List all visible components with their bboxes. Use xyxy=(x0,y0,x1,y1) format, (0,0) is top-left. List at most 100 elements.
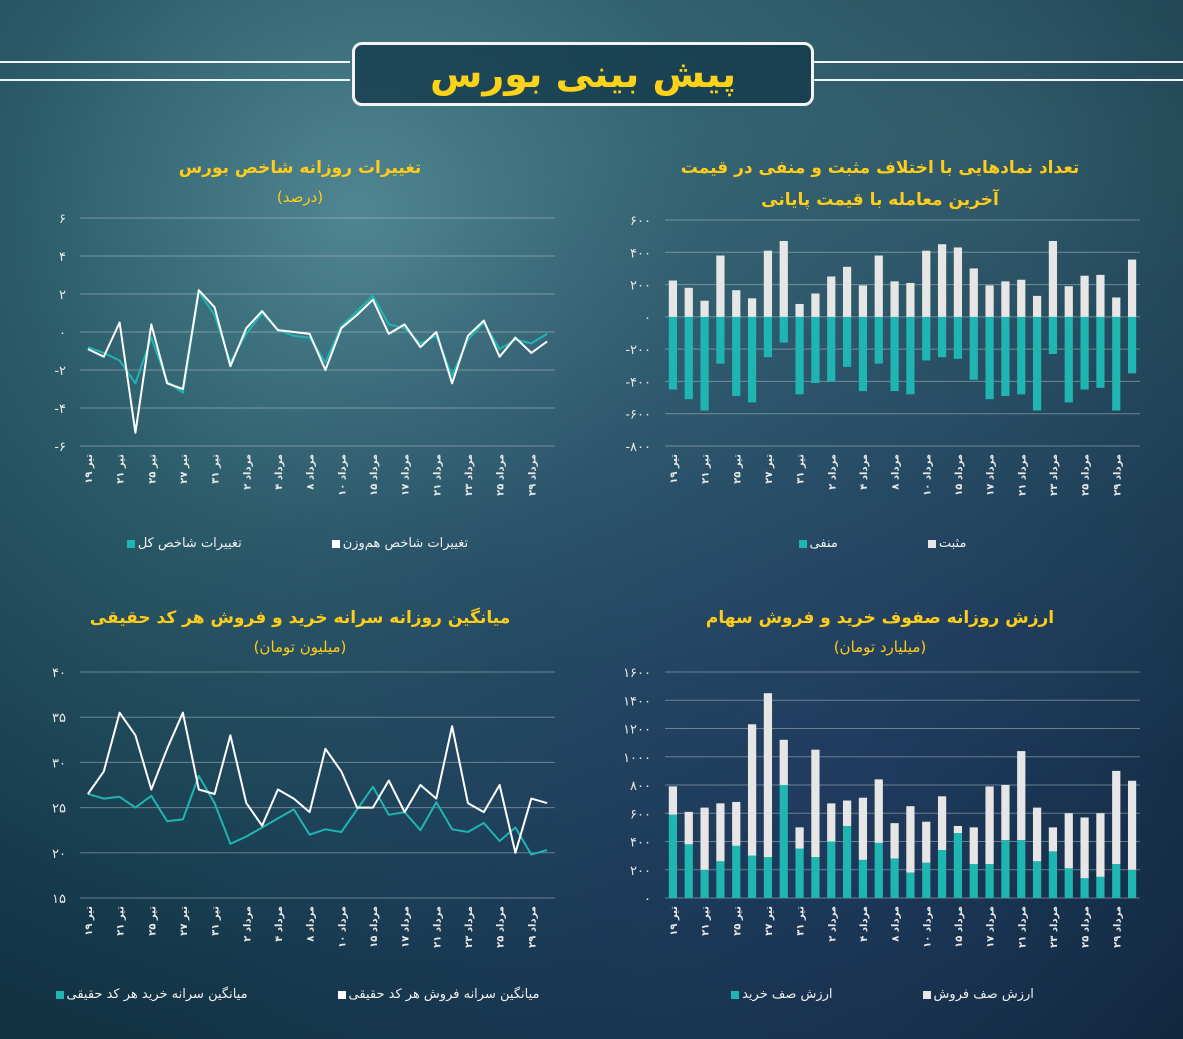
chart-subtitle: (درصد) xyxy=(276,188,324,206)
y-tick-label: -۲ xyxy=(54,364,66,379)
legend: تغییرات شاخص کل تغییرات شاخص هم‌وزن xyxy=(40,536,555,551)
bar xyxy=(1080,878,1089,898)
legend-swatch xyxy=(731,990,740,999)
bar xyxy=(1017,751,1026,841)
x-tick-label: ۱۰ مرداد xyxy=(337,454,348,496)
bar xyxy=(1032,807,1042,862)
bar xyxy=(1032,861,1042,898)
bar xyxy=(858,797,868,860)
bar xyxy=(716,803,725,862)
bar xyxy=(1112,316,1121,411)
bar xyxy=(1001,281,1010,317)
y-tick-label: ۴۰۰ xyxy=(630,836,651,851)
y-tick-label: ۳۵ xyxy=(52,711,66,726)
bar xyxy=(1127,869,1137,898)
bar xyxy=(732,801,741,846)
chart-title: تغییرات روزانه شاخص بورس xyxy=(178,158,422,178)
y-tick-label: ۸۰۰ xyxy=(630,779,651,794)
y-tick-label: ۲ xyxy=(59,288,66,303)
x-tick-label: ۲۱ تیر xyxy=(116,906,127,936)
x-tick-label: ۲۵ تیر xyxy=(732,906,743,936)
chart-subtitle: (میلیارد تومان) xyxy=(833,638,927,656)
x-tick-label: ۱۷ مرداد xyxy=(401,906,412,948)
x-tick-label: ۲۱ مرداد xyxy=(432,454,443,496)
x-tick-label: ۲۱ تیر xyxy=(701,906,712,936)
bar xyxy=(1048,851,1058,898)
x-tick-label: ۸ مرداد xyxy=(891,454,902,490)
x-tick-label: ۲۳ مرداد xyxy=(1049,454,1060,496)
y-tick-label: ۲۰ xyxy=(52,847,66,862)
y-tick-label: ۴۰ xyxy=(52,666,66,681)
y-tick-label: ۰ xyxy=(59,326,66,341)
y-tick-label: -۴ xyxy=(54,402,66,417)
legend: منفی مثبت xyxy=(625,536,1140,551)
bar xyxy=(985,316,994,400)
x-tick-label: ۱۷ مرداد xyxy=(986,906,997,948)
y-tick-label: ۰ xyxy=(644,892,651,907)
page-title: پیش بینی بورس xyxy=(352,42,814,106)
y-tick-label: -۶ xyxy=(54,440,66,455)
y-tick-label: -۸۰۰ xyxy=(625,440,651,455)
bar xyxy=(937,796,947,850)
y-tick-label: ۶۰۰ xyxy=(630,214,651,229)
bar xyxy=(858,285,868,317)
x-tick-label: ۲۷ تیر xyxy=(764,906,775,936)
x-tick-label: ۲۵ تیر xyxy=(147,454,158,484)
x-tick-label: ۲۱ مرداد xyxy=(1017,454,1028,496)
legend-item: ارزش صف فروش xyxy=(922,987,1034,1002)
legend-swatch xyxy=(331,539,340,548)
bar xyxy=(1112,864,1121,898)
bar xyxy=(1127,780,1137,870)
x-tick-label: ۲۵ تیر xyxy=(732,454,743,484)
bar xyxy=(1064,868,1073,898)
x-tick-label: ۲ مرداد xyxy=(242,906,253,942)
bar xyxy=(747,855,757,898)
x-tick-label: ۱۵ مرداد xyxy=(369,454,380,496)
y-tick-label: ۲۰۰ xyxy=(630,864,651,879)
y-tick-label: ۱۰۰۰ xyxy=(623,751,651,766)
bar xyxy=(969,316,978,380)
y-tick-label: ۲۰۰ xyxy=(630,279,651,294)
x-tick-label: ۴ مرداد xyxy=(859,906,870,942)
x-tick-label: ۲۱ مرداد xyxy=(1017,906,1028,948)
x-tick-label: ۲ مرداد xyxy=(242,454,253,490)
x-tick-label: ۴ مرداد xyxy=(274,906,285,942)
legend: ارزش صف خرید ارزش صف فروش xyxy=(625,987,1140,1002)
bar xyxy=(1096,316,1105,388)
bar xyxy=(922,821,931,863)
x-tick-label: ۲۳ مرداد xyxy=(464,906,475,948)
legend-label: میانگین سرانه فروش هر کد حقیقی xyxy=(348,987,540,1002)
legend-swatch xyxy=(126,539,135,548)
legend-item: میانگین سرانه فروش هر کد حقیقی xyxy=(337,987,540,1002)
bar xyxy=(763,857,773,898)
y-tick-label: ۱۴۰۰ xyxy=(623,694,651,709)
bar xyxy=(779,240,788,317)
bar xyxy=(906,316,915,395)
bar xyxy=(732,316,741,396)
x-tick-label: ۳۱ تیر xyxy=(211,906,222,936)
bar xyxy=(668,280,678,317)
x-tick-label: ۲۵ تیر xyxy=(147,906,158,936)
bar xyxy=(668,814,678,898)
x-tick-label: ۱۹ تیر xyxy=(84,906,95,936)
bar xyxy=(858,316,868,392)
bar xyxy=(1048,316,1058,354)
bar xyxy=(811,316,820,384)
bar xyxy=(922,250,931,317)
legend-swatch xyxy=(55,990,64,999)
legend-label: تغییرات شاخص هم‌وزن xyxy=(342,536,469,551)
bar xyxy=(779,316,788,343)
x-tick-label: ۳۱ تیر xyxy=(211,454,222,484)
bar xyxy=(906,282,915,317)
bar xyxy=(874,316,883,364)
y-tick-label: ۳۰ xyxy=(52,756,66,771)
x-tick-label: ۱۰ مرداد xyxy=(337,906,348,948)
bar xyxy=(874,779,883,843)
bar xyxy=(795,303,804,317)
bar xyxy=(795,827,804,849)
legend-item: میانگین سرانه خرید هر کد حقیقی xyxy=(55,987,248,1002)
x-tick-label: ۱۵ مرداد xyxy=(954,906,965,948)
bar xyxy=(842,800,852,826)
bar xyxy=(700,316,709,411)
